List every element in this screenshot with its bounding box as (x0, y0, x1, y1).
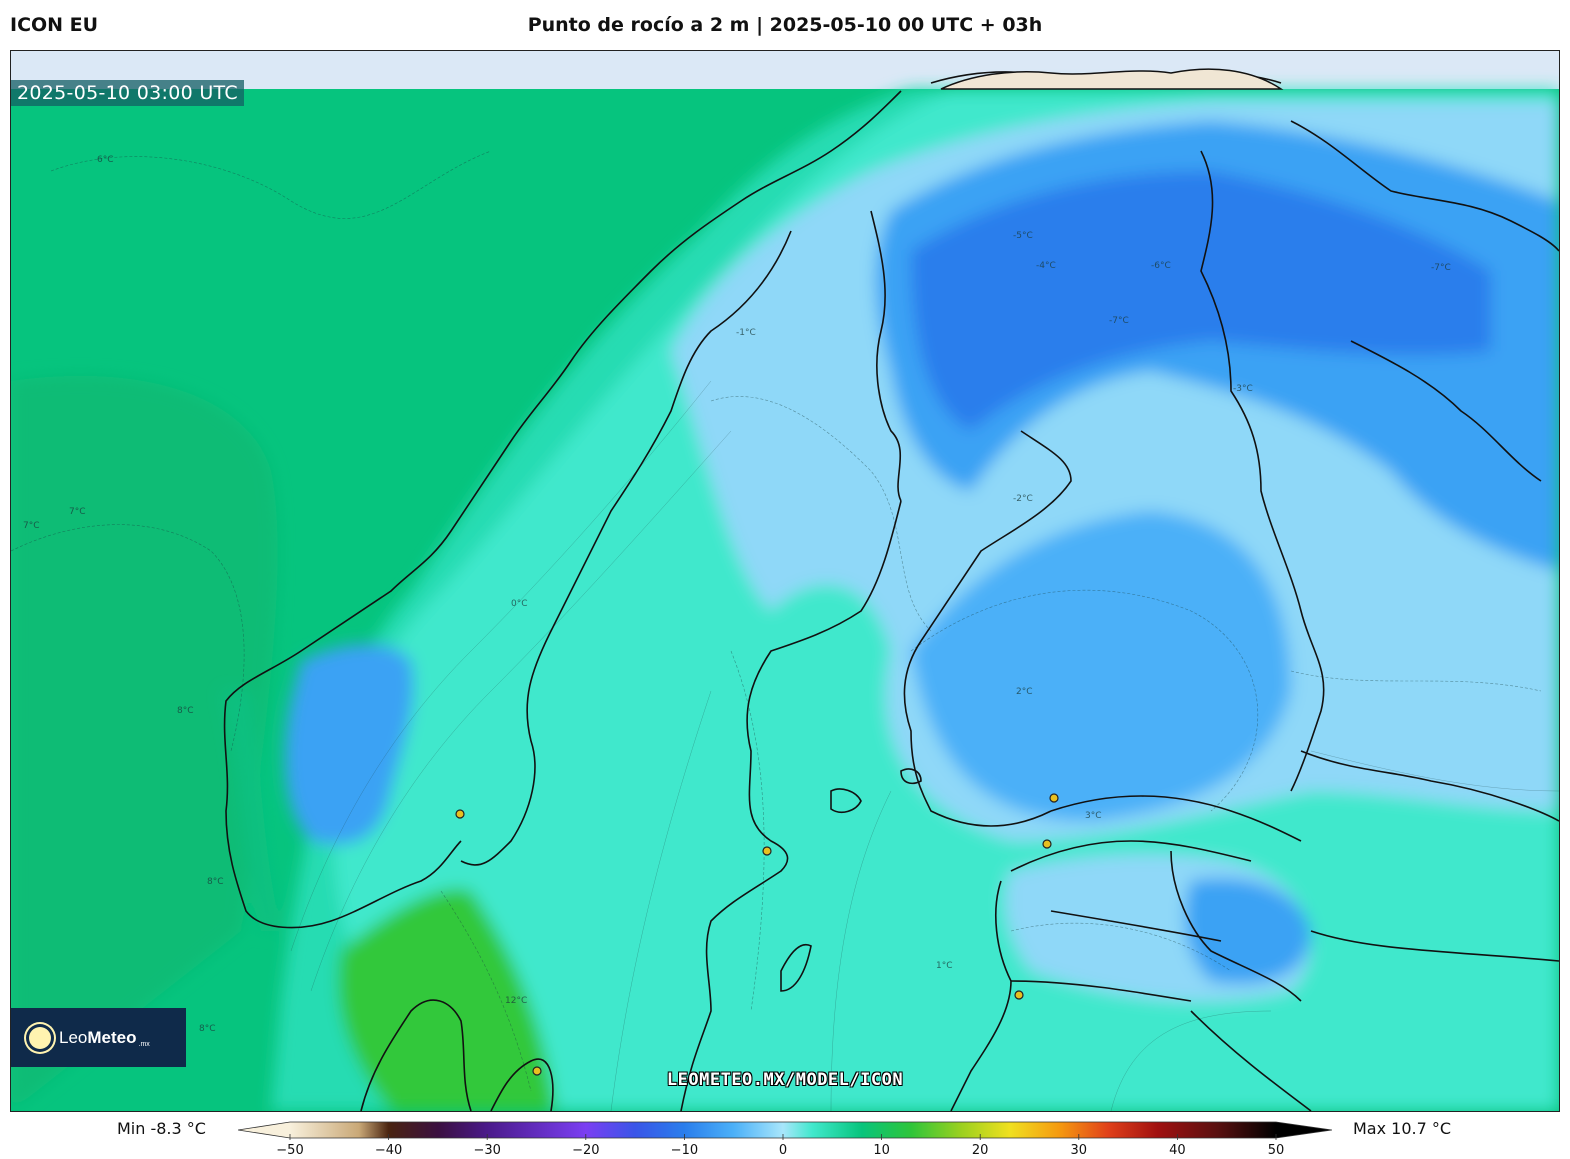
sun-icon (29, 1026, 51, 1049)
valid-time-label: 2025-05-10 03:00 UTC (11, 80, 244, 106)
city-marker-copenhagen[interactable] (532, 1066, 542, 1076)
max-value-label: Max 10.7 °C (1353, 1119, 1452, 1138)
city-marker-tallinn[interactable] (1042, 839, 1052, 849)
colorbar-tick-label: −30 (473, 1143, 501, 1158)
contour-label: 2°C (1016, 687, 1033, 697)
colorbar-tick-label: 20 (971, 1143, 989, 1158)
city-marker-stockholm[interactable] (762, 846, 772, 856)
contour-label: -7°C (1109, 316, 1129, 326)
model-name: ICON EU (10, 14, 99, 36)
map-canvas (11, 51, 1559, 1111)
colorbar-tick-label: −50 (276, 1143, 304, 1158)
contour-label: -3°C (1233, 384, 1253, 394)
contour-label: 1°C (936, 961, 953, 971)
city-marker-helsinki[interactable] (1049, 793, 1059, 803)
colorbar-tick-label: 0 (778, 1143, 788, 1158)
contour-label: 0°C (511, 599, 528, 609)
contour-label: -6°C (1151, 261, 1171, 271)
contour-label: 8°C (199, 1024, 216, 1034)
colorbar-tick-label: 30 (1070, 1143, 1088, 1158)
contour-label: 6°C (97, 155, 114, 165)
contour-label: -7°C (1431, 263, 1451, 273)
colorbar-bar (238, 1121, 1332, 1139)
contour-label: -5°C (1013, 231, 1033, 241)
colorbar-tick-label: −10 (670, 1143, 699, 1158)
watermark-url: LEOMETEO.MX/MODEL/ICON (666, 1070, 904, 1090)
min-value-label: Min -8.3 °C (117, 1119, 206, 1138)
contour-label: -1°C (736, 328, 756, 338)
colorbar-tick-label: −20 (572, 1143, 600, 1158)
contour-label: 8°C (207, 877, 224, 887)
contour-label: 12°C (505, 996, 528, 1006)
contour-label: 7°C (69, 507, 86, 517)
colorbar (238, 1121, 1332, 1140)
contour-label: -2°C (1013, 494, 1033, 504)
page-title: Punto de rocío a 2 m | 2025-05-10 00 UTC… (527, 14, 1043, 36)
colorbar-tick-label: 10 (873, 1143, 890, 1158)
colorbar-tick-label: −40 (374, 1143, 403, 1158)
contour-label: 8°C (177, 706, 194, 716)
leometeo-logo[interactable]: LeoMeteo .mx (11, 1008, 186, 1067)
arctic-landmass (940, 68, 1284, 90)
city-markers (455, 793, 1059, 1076)
contour-label: 3°C (1085, 811, 1102, 821)
logo-wordmark: LeoMeteo .mx (59, 1027, 150, 1048)
no-data-band (11, 51, 1559, 89)
city-marker-riga[interactable] (1014, 990, 1024, 1000)
colorbar-tick-label: 40 (1169, 1143, 1186, 1158)
contour-label: 7°C (23, 521, 40, 531)
forecast-map[interactable]: 6°C 7°C 7°C 8°C 8°C 8°C -1°C -2°C -3°C -… (10, 50, 1560, 1112)
city-marker-oslo[interactable] (455, 809, 465, 819)
contour-label: -4°C (1036, 261, 1056, 271)
colorbar-tick-label: 50 (1267, 1143, 1285, 1158)
